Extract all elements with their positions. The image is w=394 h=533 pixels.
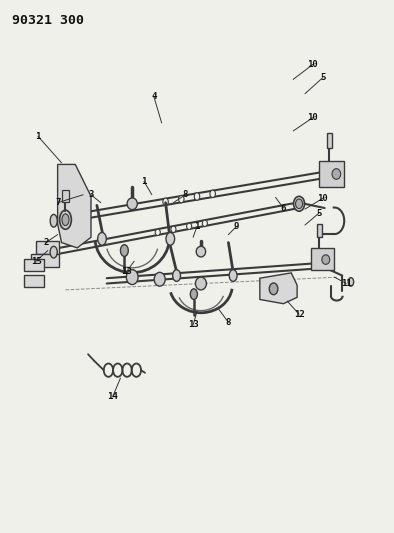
Ellipse shape [269, 283, 278, 295]
Text: 8: 8 [226, 318, 231, 327]
Text: 2: 2 [43, 238, 48, 247]
Text: 11: 11 [341, 279, 351, 288]
Ellipse shape [163, 198, 168, 206]
Ellipse shape [229, 270, 237, 281]
Polygon shape [31, 254, 59, 266]
Ellipse shape [62, 214, 69, 225]
Bar [24, 275, 44, 287]
Ellipse shape [173, 270, 180, 281]
Ellipse shape [196, 246, 206, 257]
Text: 10: 10 [317, 194, 328, 203]
Ellipse shape [171, 226, 176, 232]
Ellipse shape [155, 229, 160, 236]
Text: 14: 14 [107, 392, 118, 401]
Ellipse shape [187, 223, 192, 230]
Text: 15: 15 [31, 257, 41, 265]
Text: 8: 8 [182, 190, 188, 199]
Ellipse shape [348, 278, 354, 286]
Ellipse shape [127, 198, 138, 209]
Text: 12: 12 [294, 310, 305, 319]
Polygon shape [260, 273, 297, 304]
Bar [311, 248, 334, 270]
Ellipse shape [59, 210, 71, 229]
Ellipse shape [166, 232, 175, 245]
Ellipse shape [126, 270, 138, 285]
Ellipse shape [50, 246, 57, 258]
Text: 10: 10 [307, 60, 318, 69]
Text: 5: 5 [316, 209, 322, 218]
Polygon shape [58, 165, 91, 248]
Ellipse shape [332, 168, 341, 179]
Text: 10: 10 [307, 113, 318, 122]
Text: 1: 1 [35, 132, 41, 141]
Text: 13: 13 [121, 268, 132, 276]
Ellipse shape [202, 220, 207, 227]
Text: 9: 9 [234, 222, 239, 231]
Text: 1: 1 [141, 177, 147, 186]
Ellipse shape [50, 214, 57, 227]
Ellipse shape [98, 232, 106, 245]
Text: 7: 7 [55, 198, 60, 207]
Ellipse shape [210, 190, 216, 198]
Ellipse shape [294, 196, 305, 211]
Bar [62, 190, 69, 201]
Text: 1: 1 [194, 222, 200, 231]
Ellipse shape [195, 277, 206, 290]
Bar [319, 161, 344, 187]
Text: 6: 6 [281, 204, 286, 213]
Ellipse shape [154, 272, 165, 286]
Text: 4: 4 [151, 92, 156, 101]
Text: 3: 3 [88, 190, 94, 199]
Text: 13: 13 [188, 320, 199, 329]
Text: 5: 5 [320, 73, 325, 82]
Text: 90321 300: 90321 300 [12, 14, 84, 27]
Ellipse shape [194, 193, 200, 200]
Bar [327, 133, 332, 148]
Bar [317, 224, 322, 237]
Ellipse shape [178, 196, 184, 203]
Bar [24, 259, 44, 271]
Ellipse shape [322, 255, 330, 264]
Polygon shape [36, 241, 59, 254]
Ellipse shape [190, 289, 197, 300]
Ellipse shape [296, 199, 303, 208]
Ellipse shape [121, 245, 128, 256]
